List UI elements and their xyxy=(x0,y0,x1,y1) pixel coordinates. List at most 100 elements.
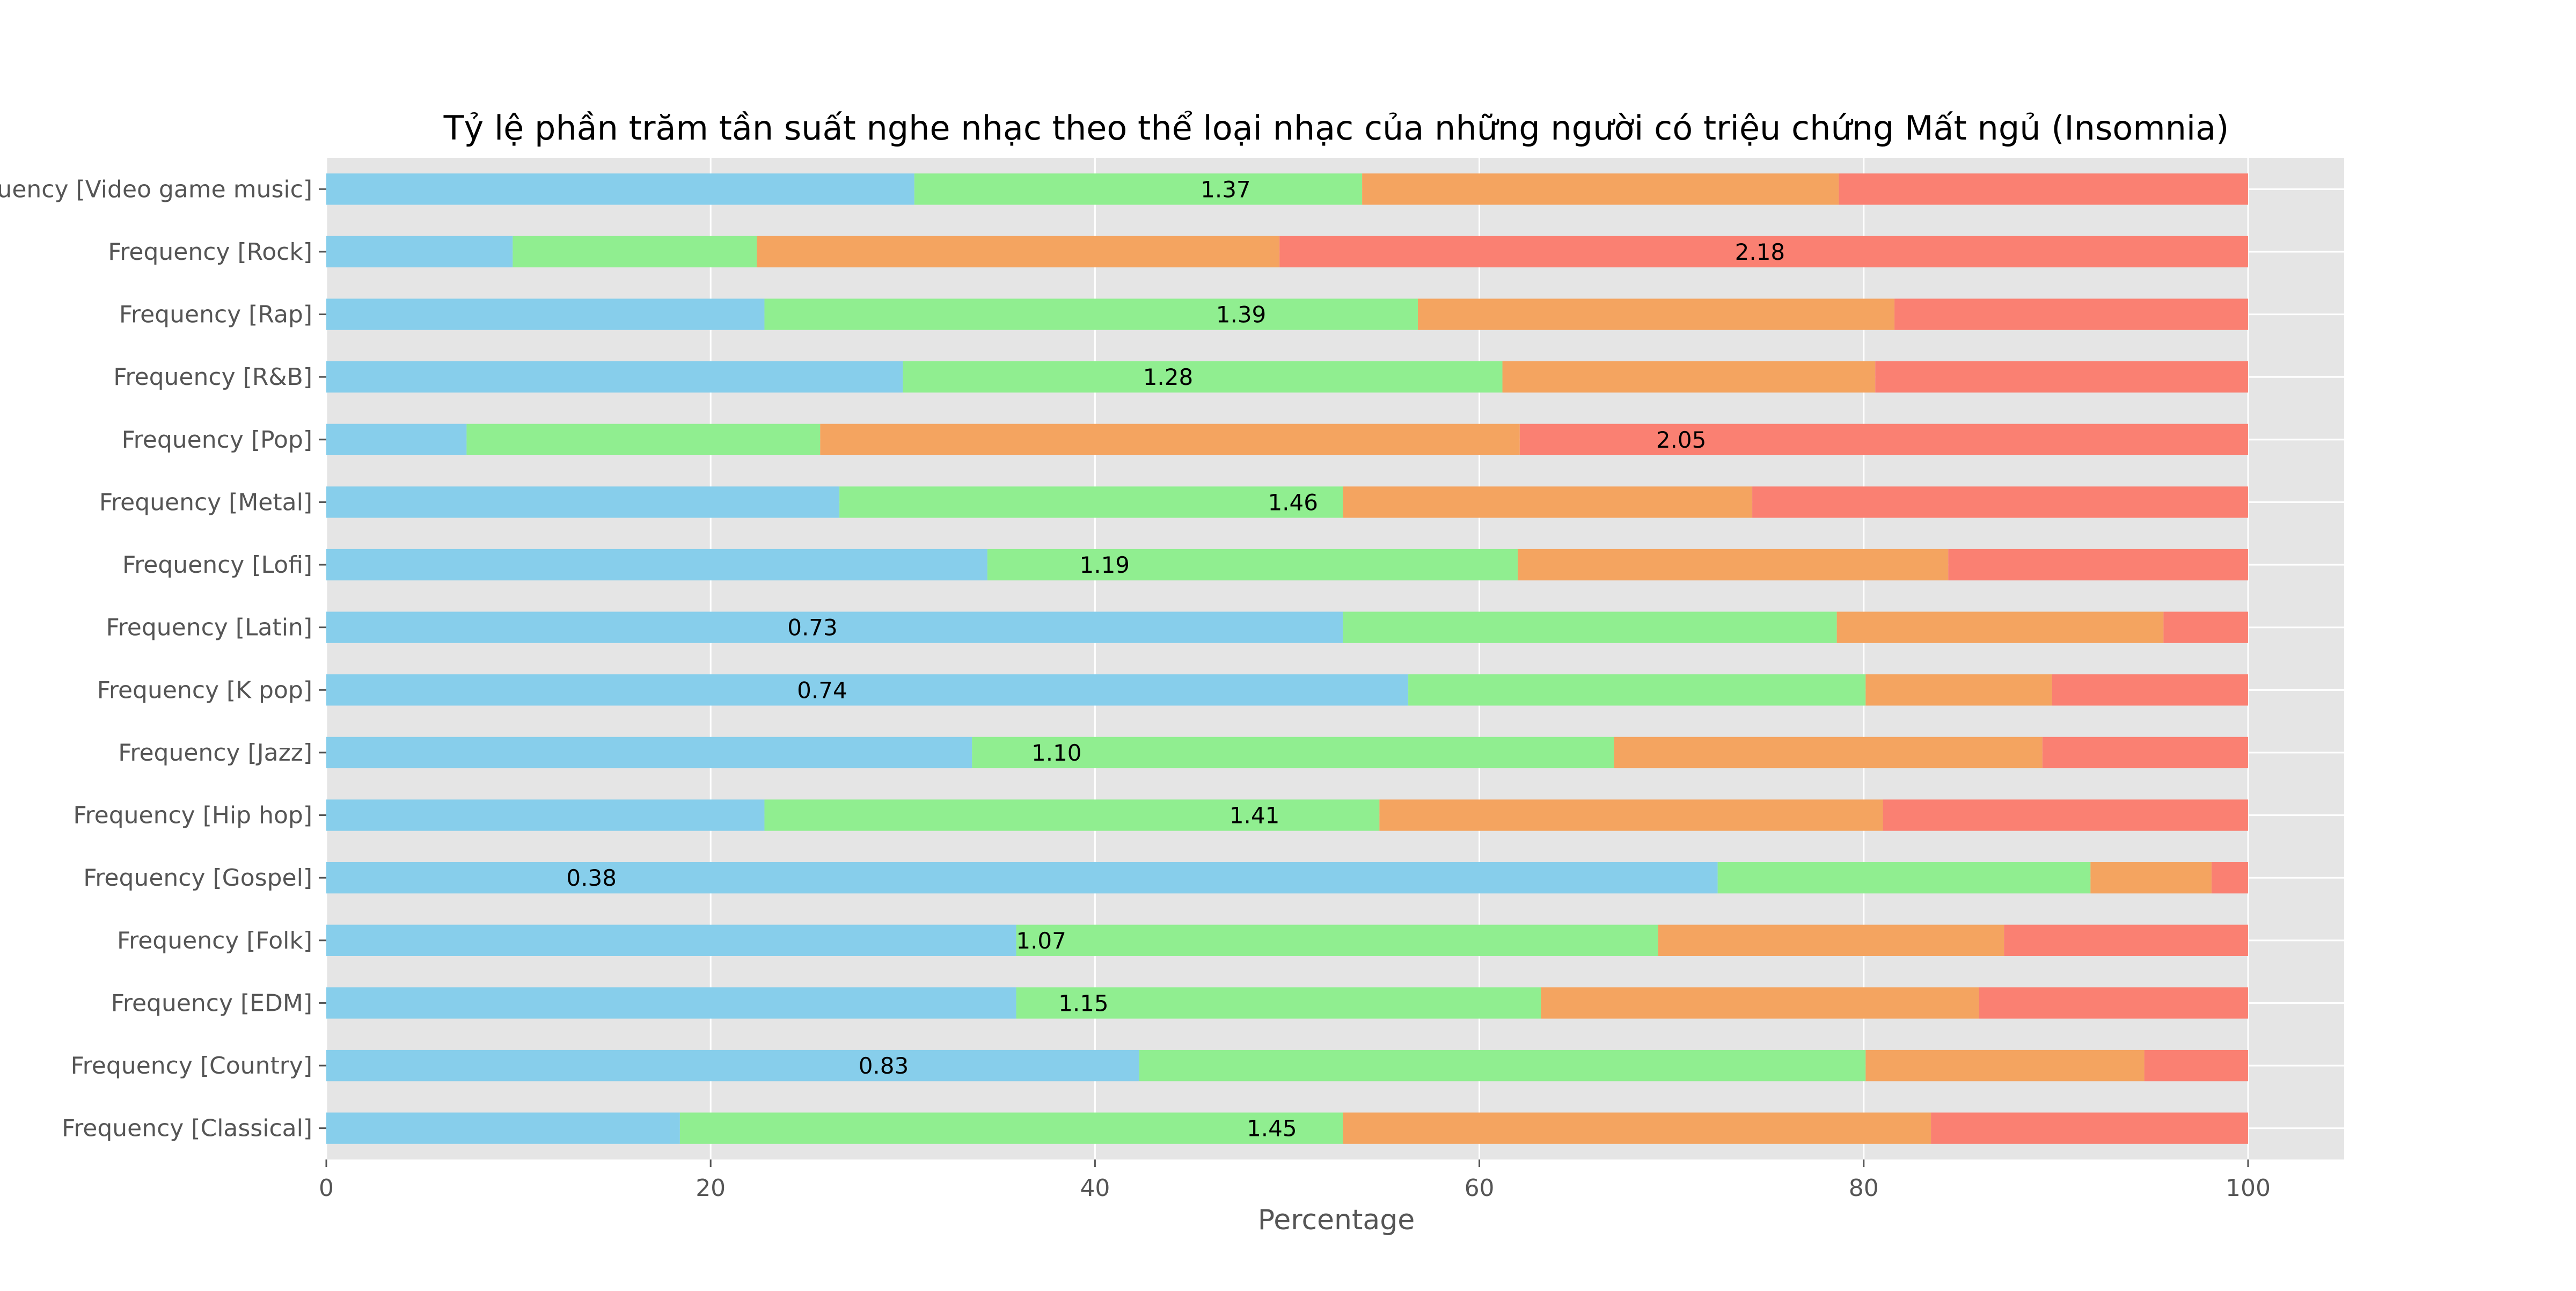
data-label: 1.39 xyxy=(1216,302,1267,328)
bar-segment xyxy=(764,799,1380,831)
bar-segment xyxy=(326,1112,680,1144)
y-tick-label: Frequency [Rap] xyxy=(119,301,312,329)
bar-segment xyxy=(2042,736,2248,769)
bar-segment xyxy=(1279,236,2248,268)
bar-segment xyxy=(1379,799,1883,831)
x-tick-label: 60 xyxy=(1465,1175,1495,1202)
data-label: 1.15 xyxy=(1058,990,1109,1016)
bar-segment xyxy=(903,361,1503,393)
data-label: 2.05 xyxy=(1656,427,1707,453)
bar-segment xyxy=(1016,987,1541,1019)
x-tick-label: 80 xyxy=(1849,1175,1879,1202)
x-tick-label: 20 xyxy=(696,1175,726,1202)
bar-segment xyxy=(326,298,765,330)
bar-segment xyxy=(1519,424,2248,455)
bar-segment xyxy=(1343,1112,1931,1144)
y-tick-label: Frequency [Metal] xyxy=(99,488,312,516)
bar-segment xyxy=(1343,486,1753,518)
bar-segment xyxy=(326,1049,1139,1082)
bar-segment xyxy=(1139,1049,1866,1082)
y-tick-label: Frequency [Rock] xyxy=(108,238,312,266)
bar-segment xyxy=(326,236,513,268)
y-tick-label: Frequency [Country] xyxy=(71,1052,312,1080)
y-tick-label: Frequency [Latin] xyxy=(106,614,312,641)
data-label: 1.07 xyxy=(1016,928,1066,954)
bar-segment xyxy=(757,236,1280,268)
x-tick-label: 40 xyxy=(1080,1175,1110,1202)
bar-segment xyxy=(1717,862,2091,894)
bar-segment xyxy=(839,486,1343,518)
bar-segment xyxy=(326,549,987,581)
bar-segment xyxy=(679,1112,1343,1144)
data-label: 2.18 xyxy=(1735,239,1785,265)
bar-segment xyxy=(466,424,821,455)
bar-segment xyxy=(1875,361,2248,393)
data-labels: 1.45 0.83 1.15 1.07 0.38 1.41 1.10 0.74 0.73 1.19… xyxy=(566,176,1785,1141)
bar-segment xyxy=(1836,611,2164,643)
data-label: 1.46 xyxy=(1268,489,1318,515)
bars xyxy=(326,173,2248,1144)
bar-segment xyxy=(1658,924,2004,956)
data-label: 1.28 xyxy=(1143,364,1194,390)
y-tick-label: Frequency [Video game music] xyxy=(0,176,312,203)
y-tick-label: Frequency [EDM] xyxy=(111,989,312,1017)
bar-segment xyxy=(326,799,765,831)
y-tick-label: Frequency [Lofi] xyxy=(122,551,312,579)
bar-segment xyxy=(1865,1049,2145,1082)
y-tick-label: Frequency [Classical] xyxy=(62,1115,312,1142)
x-tick-label: 100 xyxy=(2226,1175,2271,1202)
bar-segment xyxy=(1752,486,2248,518)
bar-segment xyxy=(1839,173,2248,205)
bar-segment xyxy=(326,361,903,393)
data-label: 1.45 xyxy=(1247,1115,1297,1142)
bar-segment xyxy=(1502,361,1876,393)
bar-segment xyxy=(326,924,1016,956)
bar-segment xyxy=(972,736,1614,769)
y-tick-label: Frequency [Hip hop] xyxy=(73,802,312,829)
bar-segment xyxy=(1948,549,2248,581)
bar-segment xyxy=(1883,799,2248,831)
data-label: 0.73 xyxy=(787,615,838,641)
x-tick-label: 0 xyxy=(319,1175,334,1202)
bar-segment xyxy=(326,736,972,769)
bar-segment xyxy=(326,424,467,455)
bar-segment xyxy=(1614,736,2043,769)
y-tick-label: Frequency [Gospel] xyxy=(83,864,312,892)
y-axis-ticks: Frequency [Classical] Frequency [Country]… xyxy=(0,176,326,1142)
bar-segment xyxy=(820,424,1520,455)
bar-segment xyxy=(513,236,757,268)
bar-segment xyxy=(2004,924,2248,956)
data-label: 0.83 xyxy=(859,1053,909,1079)
bar-segment xyxy=(2052,674,2248,706)
y-tick-label: Frequency [K pop] xyxy=(97,676,312,704)
data-label: 1.41 xyxy=(1230,803,1280,829)
bar-segment xyxy=(1865,674,2052,706)
bar-segment xyxy=(326,173,914,205)
y-tick-label: Frequency [Folk] xyxy=(117,927,312,954)
bar-segment xyxy=(987,549,1518,581)
bar-segment xyxy=(326,486,840,518)
bar-segment xyxy=(1518,549,1949,581)
bar-segment xyxy=(2090,862,2212,894)
data-label: 1.19 xyxy=(1080,552,1130,578)
bar-segment xyxy=(326,674,1409,706)
data-label: 1.10 xyxy=(1031,740,1082,766)
bar-segment xyxy=(326,611,1343,643)
bar-segment xyxy=(1016,924,1658,956)
bar-segment xyxy=(2144,1049,2248,1082)
bar-segment xyxy=(2163,611,2248,643)
bar-segment xyxy=(1541,987,1979,1019)
y-tick-label: Frequency [Jazz] xyxy=(118,739,312,767)
bar-segment xyxy=(1894,298,2248,330)
bar-segment xyxy=(2211,862,2248,894)
chart-title: Tỷ lệ phần trăm tần suất nghe nhạc theo … xyxy=(443,108,2229,148)
data-label: 0.74 xyxy=(797,677,847,703)
bar-segment xyxy=(1362,173,1839,205)
bar-segment xyxy=(1343,611,1837,643)
y-tick-label: Frequency [R&B] xyxy=(113,363,312,391)
bar-segment xyxy=(326,862,1718,894)
bar-segment xyxy=(1979,987,2248,1019)
data-label: 0.38 xyxy=(566,865,617,891)
bar-segment xyxy=(764,298,1418,330)
